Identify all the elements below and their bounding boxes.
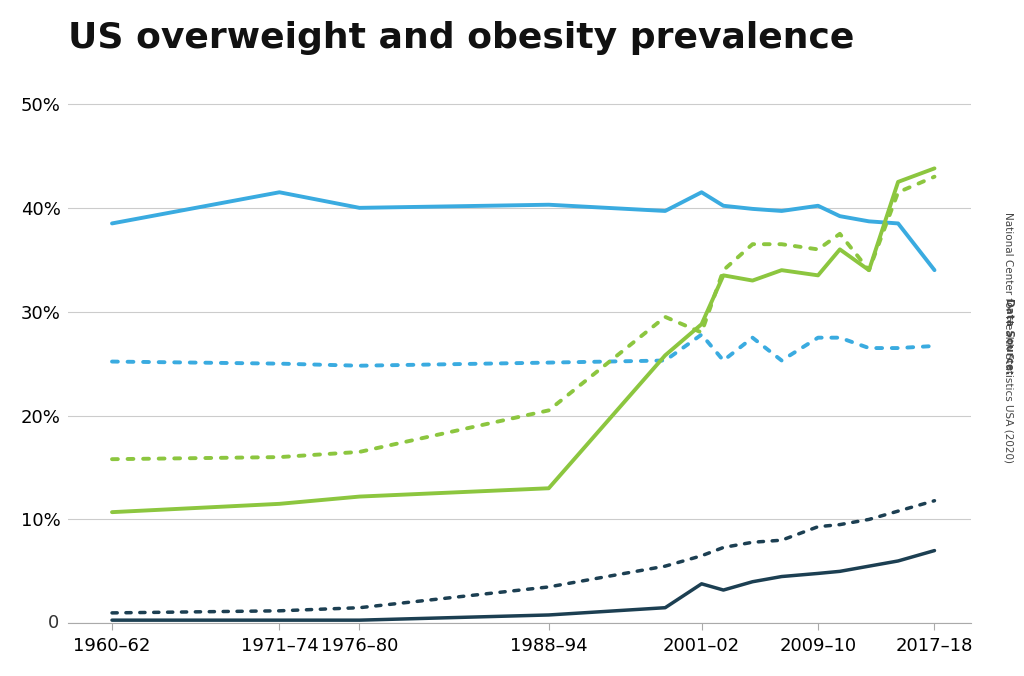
Text: Data Source:: Data Source:: [1004, 298, 1014, 378]
Text: 0: 0: [48, 614, 59, 632]
Text: US overweight and obesity prevalence: US overweight and obesity prevalence: [69, 21, 855, 55]
Text: National Center for Health Statistics USA (2020): National Center for Health Statistics US…: [1004, 212, 1014, 464]
